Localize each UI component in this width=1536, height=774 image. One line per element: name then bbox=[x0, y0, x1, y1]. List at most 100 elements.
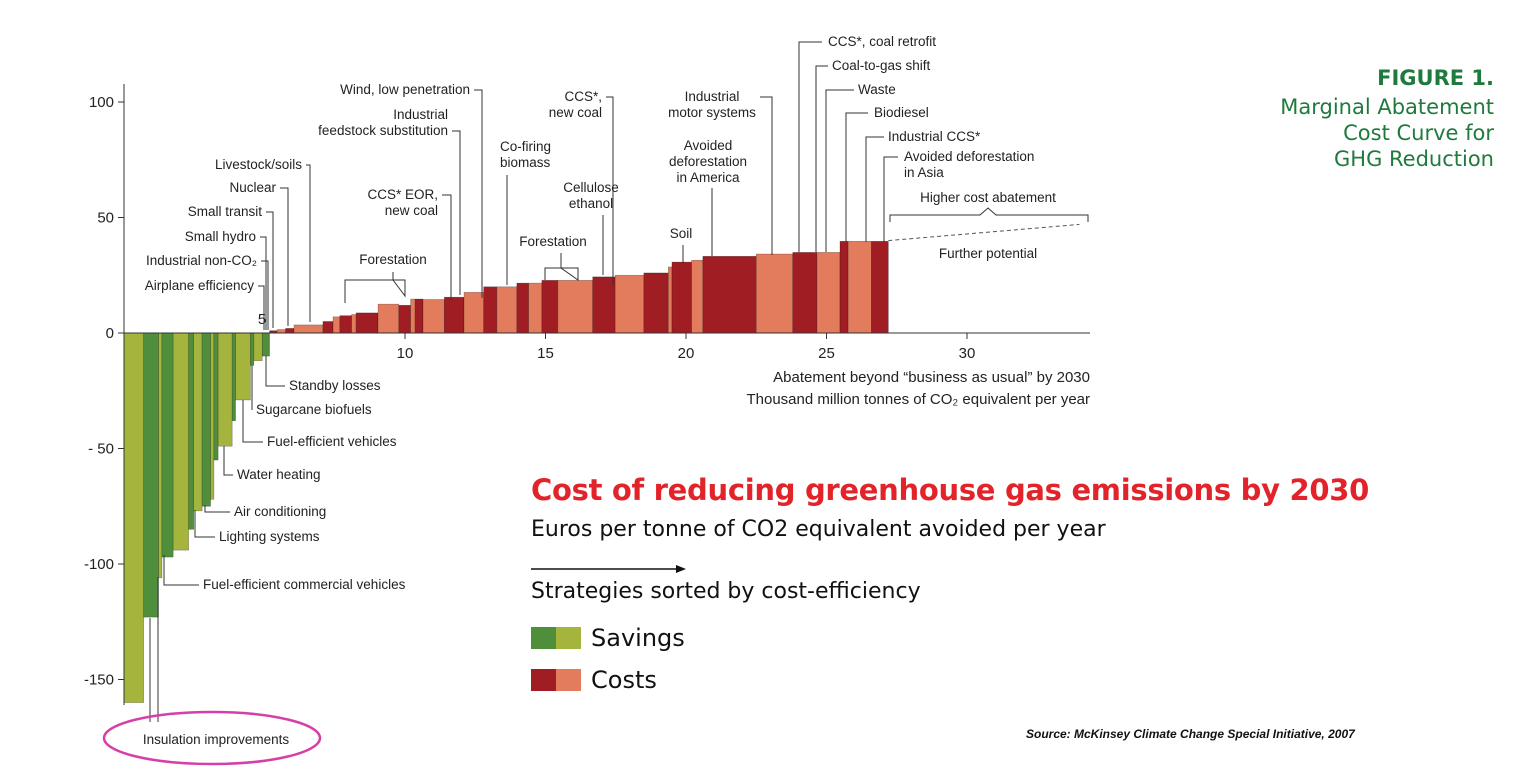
leader-line bbox=[544, 253, 579, 281]
annotation-label: in America bbox=[676, 170, 740, 185]
cost-bar bbox=[755, 253, 794, 334]
figure-title-line: Cost Curve for bbox=[1343, 121, 1494, 145]
annotation-label: Standby losses bbox=[289, 378, 381, 393]
annotation-label: Insulation improvements bbox=[143, 732, 290, 747]
annotation: Standby losses bbox=[265, 356, 381, 393]
y-tick-label: 0 bbox=[106, 325, 114, 342]
annotation-label: Industrial bbox=[685, 89, 740, 104]
annotation-label: CCS*, bbox=[564, 89, 602, 104]
legend-label: Costs bbox=[591, 666, 657, 694]
cost-bar bbox=[541, 280, 559, 334]
y-tick-label: 50 bbox=[97, 210, 114, 227]
legend-swatch-dark bbox=[531, 669, 556, 691]
annotation: CCS* EOR,new coal bbox=[367, 187, 452, 300]
savings-bar bbox=[161, 332, 174, 558]
leader-line bbox=[845, 112, 868, 242]
annotation-label: Nuclear bbox=[229, 180, 276, 195]
savings-bar bbox=[250, 332, 255, 366]
cost-bar bbox=[557, 280, 594, 334]
annotation-label: Further potential bbox=[939, 246, 1037, 261]
annotation-label: Small hydro bbox=[185, 229, 256, 244]
cost-bar bbox=[483, 286, 498, 334]
leader-line bbox=[266, 211, 274, 328]
cost-bar bbox=[351, 314, 357, 334]
infographic-subtitle: Euros per tonne of CO2 equivalent avoide… bbox=[531, 517, 1106, 542]
legend-label: Savings bbox=[591, 624, 685, 652]
figure-number: FIGURE 1. bbox=[1377, 66, 1494, 90]
leader-line bbox=[194, 510, 215, 538]
annotation: Forestation bbox=[344, 252, 427, 303]
annotation-label: Biodiesel bbox=[874, 105, 929, 120]
leader-line bbox=[306, 164, 311, 322]
annotation-label: feedstock substitution bbox=[318, 123, 448, 138]
leader-line bbox=[760, 96, 773, 255]
annotation-label: Forestation bbox=[359, 252, 427, 267]
leader-line bbox=[260, 236, 267, 330]
leader-line bbox=[223, 446, 233, 476]
annotation: Sugarcane biofuels bbox=[251, 365, 372, 417]
annotation: Coal-to-gas shift bbox=[815, 58, 931, 252]
savings-bar bbox=[123, 332, 144, 703]
legend-savings: Savings bbox=[531, 624, 685, 652]
annotation-label: Lighting systems bbox=[219, 529, 320, 544]
cost-bar bbox=[847, 240, 872, 334]
annotation-label: Livestock/soils bbox=[215, 157, 302, 172]
cost-bar bbox=[671, 261, 692, 334]
cost-bar bbox=[463, 292, 484, 334]
annotation-label: Soil bbox=[670, 226, 693, 241]
savings-bar bbox=[213, 332, 219, 461]
cost-bar bbox=[667, 266, 673, 334]
leader-line bbox=[265, 356, 285, 387]
annotation: Higher cost abatement bbox=[889, 190, 1089, 222]
cost-bar bbox=[377, 303, 400, 334]
annotation: Waste bbox=[825, 82, 896, 252]
highlight-ellipse bbox=[102, 710, 322, 766]
infographic-title: Cost of reducing greenhouse gas emission… bbox=[531, 473, 1370, 507]
annotation: Small transit bbox=[188, 204, 274, 328]
annotation-label: Forestation bbox=[519, 234, 587, 249]
leader-line bbox=[865, 136, 884, 242]
savings-bar bbox=[193, 332, 203, 512]
x-tick-label: 5 bbox=[258, 311, 266, 328]
annotation-label: CCS*, coal retrofit bbox=[828, 34, 936, 49]
x-axis-title: Thousand million tonnes of CO₂ equivalen… bbox=[746, 391, 1090, 408]
cost-bar bbox=[444, 296, 465, 334]
cost-bar bbox=[643, 272, 669, 334]
annotation-label: Wind, low penetration bbox=[340, 82, 470, 97]
cost-bar bbox=[614, 274, 645, 334]
annotation-label: Sugarcane biofuels bbox=[256, 402, 372, 417]
annotation-label: biomass bbox=[500, 155, 551, 170]
cost-bar bbox=[398, 304, 411, 334]
x-tick-label: 20 bbox=[678, 345, 695, 362]
leader-line bbox=[344, 272, 406, 303]
annotation: Nuclear bbox=[229, 180, 289, 326]
annotation: Fuel-efficient commercial vehicles bbox=[163, 555, 406, 592]
annotation: Water heating bbox=[223, 446, 321, 482]
cost-bar bbox=[422, 299, 445, 334]
savings-bar bbox=[210, 332, 215, 500]
source-note: Source: McKinsey Climate Change Special … bbox=[1026, 727, 1355, 741]
savings-bar bbox=[235, 332, 251, 401]
leader-line bbox=[815, 65, 828, 252]
cost-bar bbox=[355, 312, 379, 334]
annotation: Air conditioning bbox=[204, 504, 326, 519]
annotation: Industrial CCS* bbox=[865, 129, 981, 242]
savings-bar bbox=[253, 332, 263, 362]
annotation: Fuel-efficient vehicles bbox=[242, 400, 397, 449]
leader-line bbox=[258, 285, 265, 330]
legend-swatch-dark bbox=[531, 627, 556, 649]
annotation-label: Small transit bbox=[188, 204, 263, 219]
annotation-label: Higher cost abatement bbox=[920, 190, 1056, 205]
savings-bar bbox=[201, 332, 211, 507]
leader-line bbox=[452, 130, 461, 295]
leader-line bbox=[883, 156, 898, 242]
annotation-label: deforestation bbox=[669, 154, 747, 169]
savings-bar bbox=[143, 332, 159, 618]
annotation: Lighting systems bbox=[194, 510, 320, 544]
